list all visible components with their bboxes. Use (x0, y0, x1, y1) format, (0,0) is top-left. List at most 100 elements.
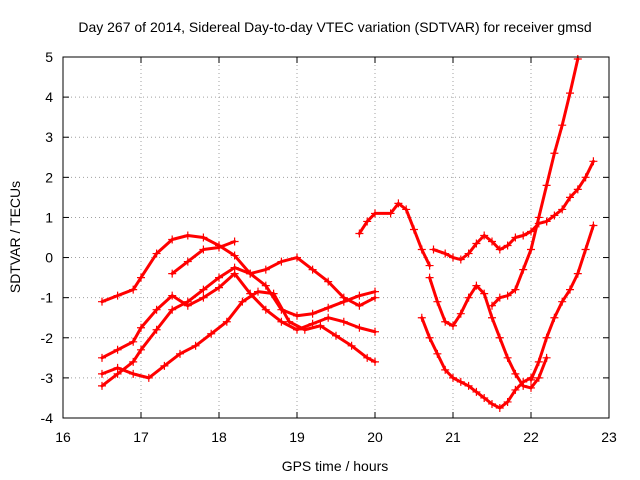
plus-marker (277, 317, 286, 326)
plus-marker (495, 333, 504, 342)
plus-marker (511, 385, 520, 394)
y-tick-label: -4 (41, 410, 54, 426)
plus-marker (152, 305, 161, 314)
series-track-k (542, 157, 598, 226)
x-tick-label: 17 (133, 429, 149, 445)
x-tick-label: 19 (289, 429, 305, 445)
plus-marker (503, 353, 512, 362)
plus-marker (472, 387, 481, 396)
plus-marker (199, 245, 208, 254)
plus-marker (581, 173, 590, 182)
plus-marker (527, 227, 535, 236)
x-tick-labels: 16 17 18 19 20 21 22 23 (55, 429, 617, 445)
plus-marker (519, 265, 528, 274)
plus-marker (316, 321, 325, 330)
plus-marker (488, 301, 496, 310)
plus-marker (488, 399, 496, 408)
x-tick-label: 21 (445, 429, 461, 445)
series-track-h (429, 217, 551, 264)
plus-marker (495, 245, 504, 254)
plus-marker (261, 265, 270, 274)
plus-marker (566, 193, 574, 202)
plus-marker (137, 273, 145, 282)
plus-marker (534, 373, 543, 382)
series-track-e (168, 237, 239, 278)
plus-marker (542, 333, 551, 342)
plus-marker (472, 239, 481, 248)
plus-marker (160, 361, 169, 370)
plus-marker (137, 345, 145, 354)
plus-marker (98, 381, 106, 390)
plus-marker (511, 285, 520, 294)
plus-marker (215, 243, 223, 252)
grid-lines (63, 57, 609, 418)
plus-marker (129, 285, 138, 294)
plus-marker (371, 357, 379, 366)
plus-marker (300, 325, 309, 334)
plus-marker (441, 249, 450, 258)
plus-marker (511, 369, 520, 378)
plus-marker (433, 349, 442, 358)
x-tick-label: 16 (55, 429, 71, 445)
plus-marker (98, 353, 106, 362)
plus-marker (191, 341, 200, 350)
y-tick-label: 5 (45, 49, 53, 65)
series-line (357, 201, 432, 268)
y-tick-labels: -4 -3 -2 -1 0 1 2 3 4 5 (41, 49, 54, 426)
plus-marker (293, 311, 301, 320)
plus-marker (558, 205, 567, 214)
plus-marker (168, 235, 177, 244)
series-track-d (98, 287, 379, 382)
plus-marker (285, 317, 294, 326)
plus-marker (363, 217, 372, 226)
plus-marker (464, 381, 473, 390)
plus-marker (269, 289, 278, 298)
plus-marker (417, 313, 426, 322)
plus-marker (183, 257, 192, 266)
x-axis-label: GPS time / hours (282, 458, 389, 474)
plus-marker (573, 55, 582, 64)
plus-marker (355, 291, 364, 300)
plus-marker (246, 269, 255, 278)
plus-marker (495, 403, 504, 412)
series-line (490, 57, 580, 308)
plus-marker (137, 323, 145, 332)
plot-frame (62, 56, 610, 419)
y-tick-label: -3 (41, 370, 54, 386)
plus-marker (339, 317, 348, 326)
plus-marker (324, 277, 333, 286)
y-tick-label: 2 (45, 169, 53, 185)
plus-marker (176, 349, 184, 358)
y-axis-label: SDTVAR / TECUs (7, 181, 23, 293)
plus-marker (456, 377, 465, 386)
plus-marker (324, 313, 333, 322)
plus-marker (534, 357, 543, 366)
y-tick-label: 1 (45, 209, 53, 225)
plus-marker (207, 329, 216, 338)
plus-marker (402, 205, 411, 214)
plus-marker (527, 375, 535, 384)
plus-marker (277, 257, 286, 266)
plus-marker (363, 353, 372, 362)
plus-marker (339, 293, 348, 302)
plus-marker (261, 305, 270, 314)
plus-marker (589, 157, 598, 166)
plus-marker (394, 199, 403, 208)
plus-marker (464, 249, 473, 258)
series-track-c (98, 253, 379, 390)
series-track-i (417, 313, 535, 412)
plus-marker (425, 261, 434, 270)
y-tick-label: -1 (41, 290, 54, 306)
plus-marker (144, 373, 153, 382)
plus-marker (472, 281, 481, 290)
y-tick-label: -2 (41, 330, 54, 346)
plus-marker (199, 293, 208, 302)
plus-marker (550, 149, 559, 158)
plus-marker (464, 293, 473, 302)
x-tick-label: 23 (601, 429, 617, 445)
plus-marker (534, 213, 543, 222)
plus-marker (410, 225, 418, 234)
plus-marker (425, 273, 434, 282)
plus-marker (429, 245, 438, 254)
